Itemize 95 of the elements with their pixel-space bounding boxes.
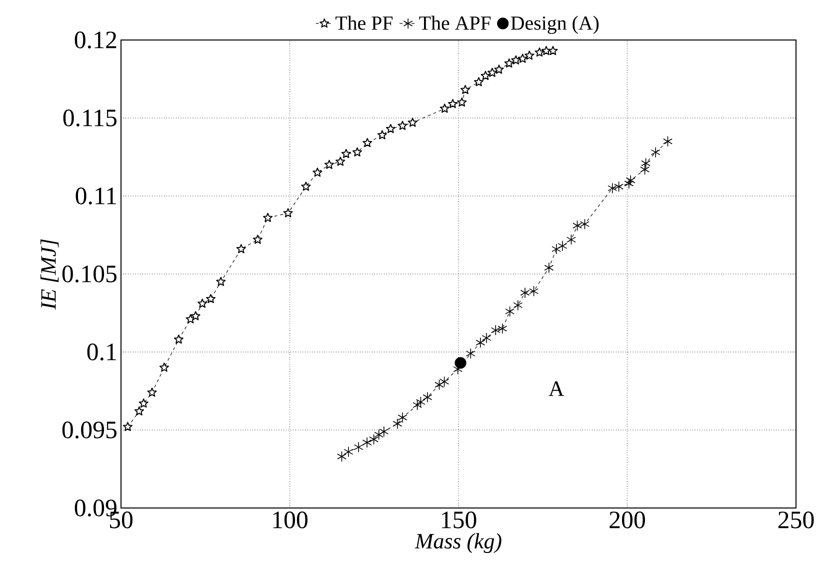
point	[336, 156, 346, 166]
point	[487, 68, 498, 77]
point	[312, 168, 322, 177]
point	[408, 118, 418, 127]
y-tick-label: 0.1	[87, 344, 116, 360]
point	[440, 376, 450, 388]
point	[511, 55, 521, 64]
point	[482, 332, 492, 344]
point	[457, 97, 467, 107]
point	[138, 398, 148, 408]
point	[548, 46, 558, 56]
point	[626, 175, 636, 186]
point	[386, 124, 396, 134]
y-tick-label: 0.115	[63, 110, 117, 126]
point	[498, 323, 508, 334]
legend-label: The APF	[419, 16, 491, 30]
x-tick-label: 150	[442, 512, 476, 528]
point	[362, 437, 372, 448]
point	[580, 218, 590, 230]
point	[518, 54, 528, 63]
point	[504, 58, 514, 68]
point	[301, 182, 311, 191]
point	[324, 160, 334, 169]
point	[159, 362, 169, 372]
point	[534, 47, 544, 57]
point	[641, 158, 651, 169]
point	[544, 262, 554, 274]
point	[490, 324, 500, 336]
point	[448, 98, 458, 108]
y-tick-label: 0.105	[62, 266, 117, 282]
point	[541, 46, 552, 56]
point	[283, 208, 293, 218]
legend-label: The PF	[336, 16, 393, 30]
point	[454, 357, 466, 369]
point	[374, 429, 384, 440]
point	[663, 136, 672, 147]
point	[640, 164, 650, 175]
point	[466, 348, 476, 359]
point	[650, 146, 660, 158]
point	[566, 234, 576, 246]
point	[474, 77, 484, 86]
point	[614, 181, 624, 192]
point	[624, 178, 634, 189]
point	[422, 392, 432, 403]
point	[529, 286, 538, 297]
legend-label: Design (A)	[510, 16, 599, 34]
y-tick-label: 0.12	[74, 32, 116, 48]
point	[362, 138, 372, 148]
point	[552, 244, 562, 254]
x-tick-label: 250	[778, 512, 814, 528]
point	[206, 294, 216, 304]
point	[416, 396, 426, 408]
y-tick-label: 0.095	[62, 422, 117, 438]
point	[398, 120, 408, 130]
point	[236, 244, 246, 254]
x-axis-title: Mass (kg)	[414, 533, 502, 554]
point	[608, 182, 618, 194]
y-axis-title: IE [MJ]	[40, 239, 59, 310]
point	[122, 422, 133, 432]
point	[524, 50, 534, 60]
point	[354, 442, 364, 453]
point	[460, 84, 470, 94]
point	[190, 311, 200, 320]
point	[377, 130, 388, 140]
point	[398, 412, 408, 423]
x-tick-label: 200	[610, 512, 645, 528]
point	[263, 212, 273, 222]
point	[252, 234, 262, 244]
point	[369, 434, 379, 445]
point	[513, 300, 523, 311]
y-tick-label: 0.11	[76, 188, 116, 204]
point	[572, 220, 582, 232]
point	[337, 451, 346, 462]
point	[440, 104, 450, 113]
x-tick-label: 100	[273, 512, 308, 528]
point	[480, 70, 490, 80]
point	[147, 388, 157, 397]
point	[134, 406, 144, 416]
point	[505, 306, 515, 317]
point	[216, 276, 226, 286]
point	[344, 446, 354, 458]
point	[494, 64, 504, 74]
point	[341, 148, 351, 158]
point	[476, 337, 486, 348]
point	[174, 334, 184, 344]
point	[379, 426, 389, 437]
point	[412, 400, 422, 410]
point	[392, 418, 402, 430]
point	[434, 379, 444, 390]
point	[558, 240, 568, 252]
point	[186, 314, 196, 324]
annotation: A	[548, 381, 564, 396]
point	[520, 287, 530, 298]
point	[198, 298, 208, 308]
point	[352, 147, 362, 156]
